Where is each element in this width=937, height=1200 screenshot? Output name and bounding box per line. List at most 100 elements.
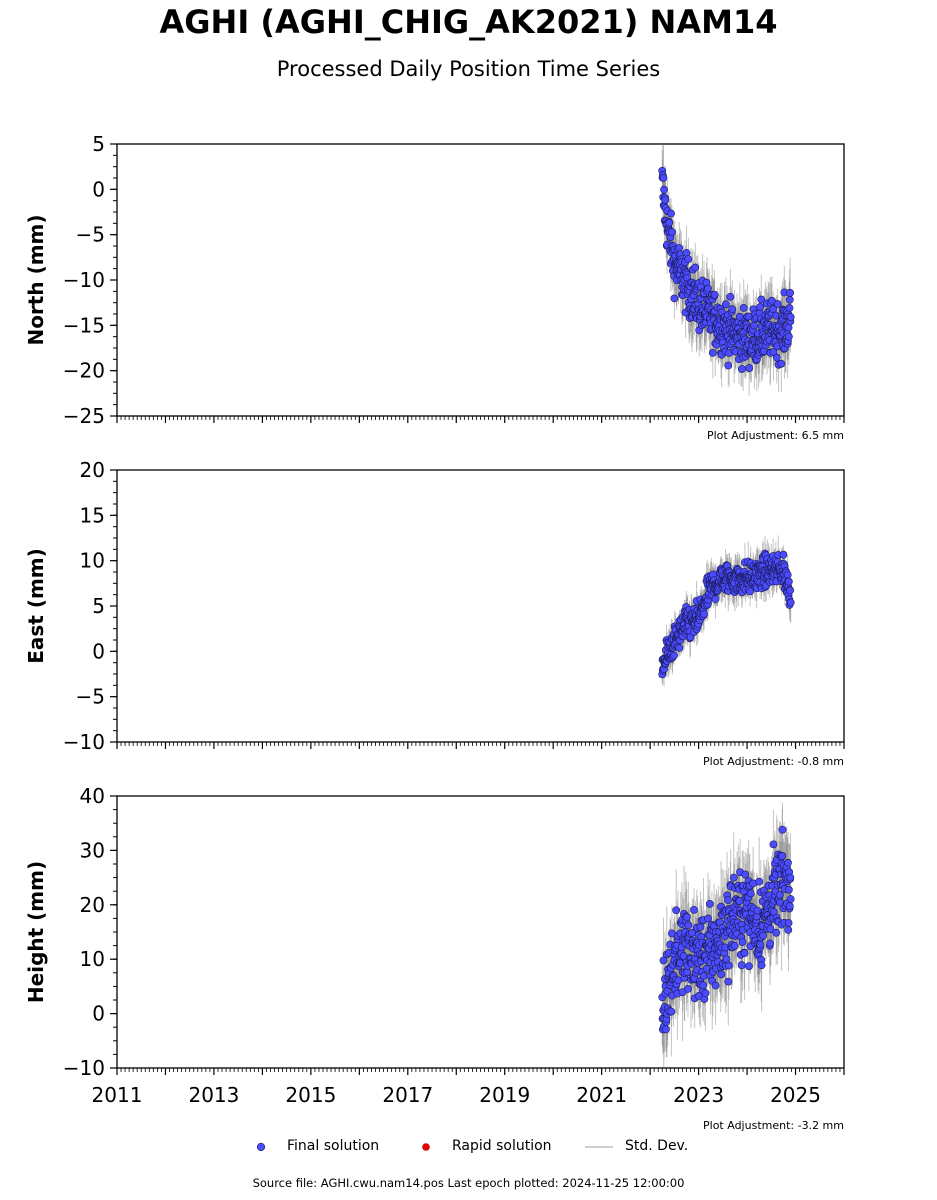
data-point <box>708 348 717 357</box>
data-point <box>690 905 698 914</box>
data-point <box>660 185 668 194</box>
data-point <box>786 598 795 607</box>
data-point <box>737 961 746 970</box>
data-point <box>676 959 685 968</box>
data-point <box>785 295 794 304</box>
data-point <box>700 610 708 619</box>
data-point <box>670 651 678 660</box>
data-point <box>724 977 733 986</box>
data-point <box>684 985 692 993</box>
north-y-tick-label: −5 <box>76 223 105 247</box>
height-y-tick-label: 40 <box>80 784 105 808</box>
x-tick-label: 2019 <box>479 1083 530 1107</box>
data-point <box>755 877 764 886</box>
data-point <box>724 961 733 970</box>
east-y-tick-label: −5 <box>76 685 105 709</box>
data-point <box>773 300 782 308</box>
data-point <box>667 209 675 218</box>
data-point <box>778 852 787 860</box>
data-point <box>710 290 719 299</box>
data-point <box>784 885 793 894</box>
data-point <box>775 890 784 899</box>
north-y-tick-label: 0 <box>92 177 105 201</box>
data-point <box>766 939 774 948</box>
data-point <box>769 305 778 314</box>
x-tick-label: 2021 <box>576 1083 627 1107</box>
chart-title: AGHI (AGHI_CHIG_AK2021) NAM14 <box>159 3 778 41</box>
east-plot-adjustment: Plot Adjustment: -0.8 mm <box>703 755 844 768</box>
height-y-tick-label: 20 <box>80 893 105 917</box>
height-y-axis-label: Height (mm) <box>24 861 48 1003</box>
data-point <box>726 292 735 301</box>
east-y-axis-label: East (mm) <box>24 548 48 664</box>
chart-subtitle: Processed Daily Position Time Series <box>276 57 661 81</box>
height-final-solution-points <box>658 825 795 1034</box>
height-plot-adjustment: Plot Adjustment: -3.2 mm <box>703 1119 844 1132</box>
height-y-tick-label: 30 <box>80 838 105 862</box>
data-point <box>682 913 691 921</box>
data-point <box>665 218 674 227</box>
legend-final-marker <box>256 1142 266 1152</box>
data-point <box>746 587 754 596</box>
data-point <box>768 296 776 305</box>
north-y-tick-label: −15 <box>63 313 105 337</box>
data-point <box>675 244 684 252</box>
data-point <box>746 889 755 898</box>
data-point <box>757 295 766 304</box>
data-point <box>738 938 747 946</box>
data-point <box>786 586 794 595</box>
data-point <box>740 949 749 958</box>
north-y-tick-label: −20 <box>63 359 105 383</box>
data-point <box>730 941 739 950</box>
data-point <box>769 840 778 849</box>
east-y-tick-label: 20 <box>80 458 105 482</box>
data-point <box>683 968 691 977</box>
data-point <box>701 989 710 998</box>
data-point <box>786 288 794 297</box>
data-point <box>786 313 795 321</box>
data-point <box>739 304 748 312</box>
x-tick-label: 2017 <box>382 1083 433 1107</box>
data-point <box>786 873 795 882</box>
data-point <box>699 981 708 990</box>
east-panel: 20 15 10 5 0 −5 −10 East (mm) <box>24 458 845 754</box>
data-point <box>784 332 793 341</box>
data-point <box>772 353 781 362</box>
data-point <box>711 595 720 604</box>
east-y-tick-label: 10 <box>80 549 105 573</box>
east-y-tick-label: 15 <box>80 503 105 527</box>
data-point <box>745 364 754 372</box>
data-point <box>668 228 676 237</box>
data-point <box>779 550 788 559</box>
height-y-tick-label: 0 <box>92 1002 105 1026</box>
data-point <box>784 858 792 867</box>
data-point <box>724 361 733 370</box>
data-point <box>750 321 758 330</box>
x-tick-label: 2013 <box>188 1083 239 1107</box>
data-point <box>721 300 730 309</box>
data-point <box>766 925 775 933</box>
data-point <box>699 971 708 980</box>
data-point <box>772 928 781 937</box>
data-point <box>661 1025 670 1034</box>
data-point <box>705 900 714 908</box>
legend-rapid-label: Rapid solution <box>452 1138 552 1154</box>
data-point <box>784 925 793 934</box>
data-point <box>777 359 786 368</box>
data-point <box>756 940 765 949</box>
data-point <box>785 902 794 910</box>
data-point <box>704 914 712 923</box>
data-point <box>684 921 693 930</box>
data-point <box>659 174 668 182</box>
data-point <box>728 305 737 314</box>
data-point <box>684 255 693 264</box>
height-y-tick-label: 10 <box>80 947 105 971</box>
east-final-solution-points <box>658 549 795 679</box>
data-point <box>756 303 764 311</box>
data-point <box>785 304 794 312</box>
north-plot-adjustment: Plot Adjustment: 6.5 mm <box>706 429 844 442</box>
data-point <box>741 870 750 879</box>
data-point <box>672 906 681 915</box>
north-plot-frame <box>116 143 845 417</box>
